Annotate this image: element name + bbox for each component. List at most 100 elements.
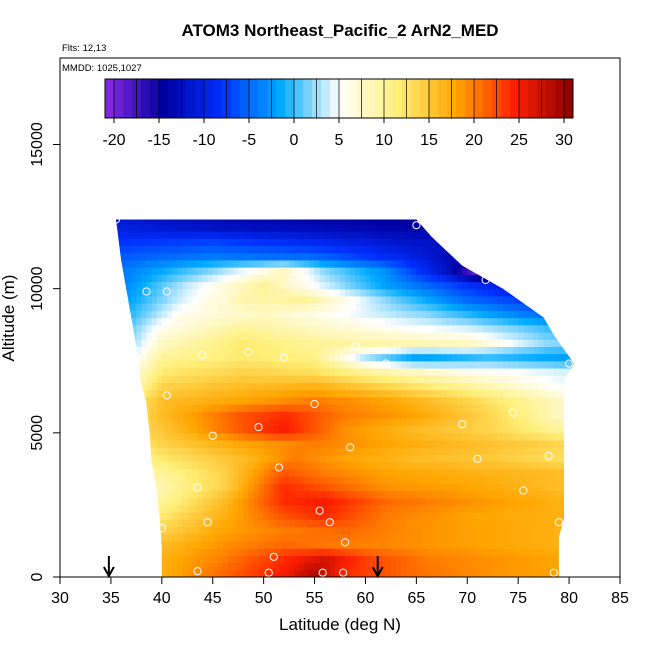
heat-cell — [436, 468, 443, 477]
heat-cell — [350, 331, 356, 340]
heat-cell — [375, 447, 382, 456]
heat-cell — [253, 245, 260, 254]
heat-cell — [553, 346, 560, 355]
heat-cell — [385, 346, 392, 355]
heat-cell — [365, 562, 372, 571]
heat-cell — [304, 331, 311, 340]
heat-cell — [411, 461, 417, 470]
heat-cell — [487, 219, 494, 225]
heat-cell — [492, 540, 499, 549]
heat-cell — [151, 367, 158, 376]
heat-cell — [370, 259, 377, 268]
heat-cell — [467, 432, 473, 441]
heat-cell — [355, 497, 361, 506]
heat-cell — [396, 418, 402, 427]
heat-cell — [258, 375, 265, 383]
heat-cell — [284, 461, 290, 470]
heat-cell — [314, 353, 321, 362]
heat-cell — [482, 411, 489, 420]
heat-cell — [416, 411, 423, 420]
heat-cell — [436, 540, 443, 549]
heat-cell — [426, 231, 433, 239]
heat-cell — [131, 418, 137, 427]
heat-cell — [222, 346, 229, 355]
sample-point — [244, 348, 253, 357]
heat-cell — [426, 497, 433, 506]
heat-cell — [350, 526, 356, 535]
heat-cell — [523, 548, 529, 556]
heat-cell — [441, 382, 448, 391]
heat-cell — [126, 295, 132, 304]
heat-cell — [548, 360, 555, 369]
heat-cell — [263, 562, 270, 571]
heat-cell — [228, 267, 234, 275]
heat-cell — [258, 274, 265, 283]
heat-cell — [161, 367, 168, 376]
heat-cell — [523, 418, 529, 427]
heat-cell — [426, 274, 433, 283]
heat-cell — [477, 303, 484, 311]
heat-cell — [268, 396, 275, 405]
heat-cell — [340, 209, 346, 217]
heat-cell — [192, 252, 199, 261]
heat-cell — [268, 533, 275, 542]
heat-cell — [278, 245, 285, 254]
heat-cell — [147, 209, 153, 217]
heat-cell — [421, 389, 428, 398]
heat-cell — [121, 245, 127, 254]
heat-cell — [462, 367, 468, 376]
heat-cell — [319, 519, 326, 528]
heat-cell — [177, 303, 183, 311]
heat-cell — [446, 310, 453, 319]
heat-cell — [136, 504, 143, 513]
heat-cell — [217, 317, 224, 326]
heat-cell — [161, 490, 168, 499]
heat-cell — [126, 346, 132, 355]
heat-cell — [457, 339, 463, 347]
heat-cell — [487, 367, 494, 376]
heat-cell — [324, 497, 331, 506]
heat-cell — [238, 447, 244, 456]
heat-cell — [401, 231, 407, 239]
heat-cell — [319, 303, 326, 311]
heat-cell — [502, 483, 509, 492]
heat-cell — [212, 367, 219, 376]
heat-cell — [304, 490, 311, 499]
heat-cell — [482, 418, 489, 427]
heat-cell — [177, 440, 183, 448]
heat-cell — [431, 295, 438, 304]
heat-cell — [462, 504, 468, 513]
heat-cell — [228, 353, 234, 362]
heat-cell — [268, 497, 275, 506]
heat-cell — [350, 461, 356, 470]
heat-cell — [431, 346, 438, 355]
heat-cell — [553, 288, 560, 297]
heat-cell — [472, 295, 479, 304]
heat-cell — [116, 281, 122, 290]
heat-cell — [457, 425, 463, 434]
heat-cell — [548, 219, 555, 225]
heat-cell — [278, 404, 285, 412]
heat-cell — [151, 555, 158, 564]
heat-cell — [192, 461, 199, 470]
heat-cell — [482, 346, 489, 355]
heat-cell — [558, 504, 565, 513]
heat-cell — [284, 389, 290, 398]
heat-cell — [564, 526, 570, 535]
heat-cell — [396, 231, 402, 239]
heat-cell — [126, 375, 132, 383]
heat-cell — [141, 447, 148, 456]
heat-cell — [411, 490, 417, 499]
heat-cell — [553, 526, 560, 535]
heat-cell — [462, 548, 468, 556]
heat-cell — [416, 360, 423, 369]
heat-cell — [543, 324, 550, 333]
heat-cell — [141, 411, 148, 420]
heat-cell — [401, 353, 407, 362]
heat-cell — [136, 274, 143, 283]
heat-cell — [187, 231, 193, 239]
heat-cell — [222, 353, 229, 362]
heat-cell — [116, 425, 122, 434]
heat-cell — [222, 461, 229, 470]
